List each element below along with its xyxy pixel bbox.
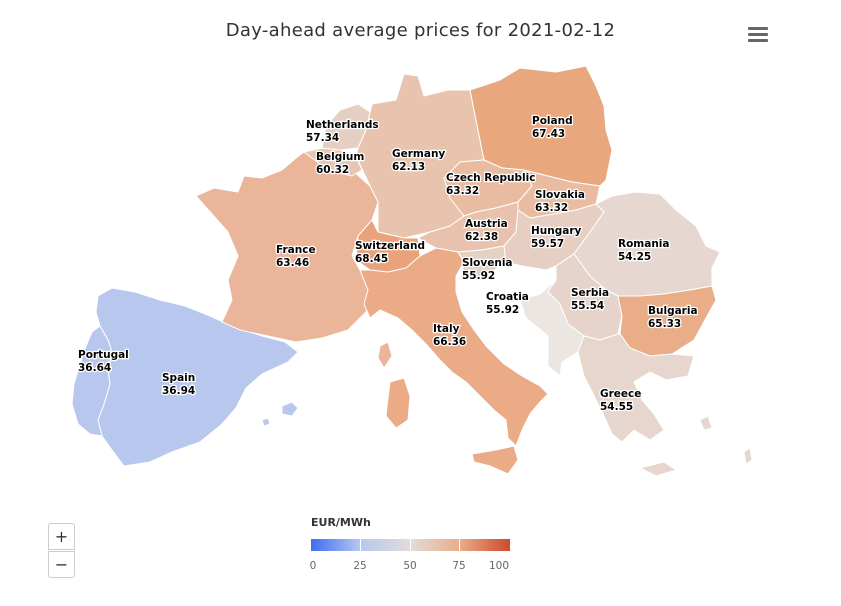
value-netherlands: 57.34 xyxy=(306,132,339,144)
label-slovenia: Slovenia xyxy=(462,257,513,269)
value-portugal: 36.64 xyxy=(78,362,111,374)
value-croatia: 55.92 xyxy=(486,304,519,316)
label-portugal: Portugal xyxy=(78,349,129,361)
value-romania: 54.25 xyxy=(618,251,651,263)
island-greek-1 xyxy=(743,447,753,465)
label-czech-republic: Czech Republic xyxy=(446,172,535,184)
label-spain: Spain xyxy=(162,372,195,384)
value-slovenia: 55.92 xyxy=(462,270,495,282)
value-spain: 36.94 xyxy=(162,385,195,397)
island-greek-2 xyxy=(699,415,713,431)
value-slovakia: 63.32 xyxy=(535,202,568,214)
legend-tick-mark xyxy=(459,539,460,551)
legend-title: EUR/MWh xyxy=(311,516,371,529)
label-belgium: Belgium xyxy=(316,151,364,163)
label-slovakia: Slovakia xyxy=(535,189,585,201)
island-sardinia xyxy=(385,377,411,429)
value-hungary: 59.57 xyxy=(531,238,564,250)
legend-tick-label: 75 xyxy=(452,560,466,572)
legend-tick-label: 50 xyxy=(403,560,417,572)
legend-tick-mark xyxy=(360,539,361,551)
value-italy: 66.36 xyxy=(433,336,466,348)
country-greece[interactable] xyxy=(577,333,695,443)
island-crete xyxy=(639,461,677,477)
label-hungary: Hungary xyxy=(531,225,582,237)
value-belgium: 60.32 xyxy=(316,164,349,176)
value-poland: 67.43 xyxy=(532,128,565,140)
legend-tick-mark xyxy=(410,539,411,551)
country-france[interactable] xyxy=(195,151,379,343)
country-portugal[interactable] xyxy=(71,325,113,437)
label-poland: Poland xyxy=(532,115,573,127)
legend-tick-label: 25 xyxy=(353,560,367,572)
value-switzerland: 68.45 xyxy=(355,253,388,265)
value-czech-republic: 63.32 xyxy=(446,185,479,197)
value-serbia: 55.54 xyxy=(571,300,604,312)
value-germany: 62.13 xyxy=(392,161,425,173)
legend-tick-label: 100 xyxy=(488,560,510,572)
value-bulgaria: 65.33 xyxy=(648,318,681,330)
zoom-out-button[interactable]: − xyxy=(48,551,75,578)
label-serbia: Serbia xyxy=(571,287,609,299)
legend-tick-label: 0 xyxy=(309,560,317,572)
value-austria: 62.38 xyxy=(465,231,498,243)
country-italy[interactable] xyxy=(359,247,549,447)
island-ibiza xyxy=(261,417,271,427)
value-greece: 54.55 xyxy=(600,401,633,413)
label-germany: Germany xyxy=(392,148,445,160)
map-title: Day-ahead average prices for 2021-02-12 xyxy=(225,20,616,41)
island-mallorca xyxy=(281,401,299,417)
label-italy: Italy xyxy=(433,323,460,335)
zoom-in-button[interactable]: + xyxy=(48,523,75,550)
label-france: France xyxy=(276,244,316,256)
label-austria: Austria xyxy=(465,218,508,230)
label-bulgaria: Bulgaria xyxy=(648,305,698,317)
label-romania: Romania xyxy=(618,238,670,250)
label-netherlands: Netherlands xyxy=(306,119,379,131)
label-greece: Greece xyxy=(600,388,641,400)
label-croatia: Croatia xyxy=(486,291,529,303)
hamburger-menu-icon[interactable] xyxy=(745,24,771,46)
island-corsica xyxy=(377,341,393,369)
country-labels: Netherlands 57.34 Belgium 60.32 Germany … xyxy=(77,114,699,415)
label-switzerland: Switzerland xyxy=(355,240,425,252)
value-france: 63.46 xyxy=(276,257,309,269)
island-sicily xyxy=(471,445,519,475)
